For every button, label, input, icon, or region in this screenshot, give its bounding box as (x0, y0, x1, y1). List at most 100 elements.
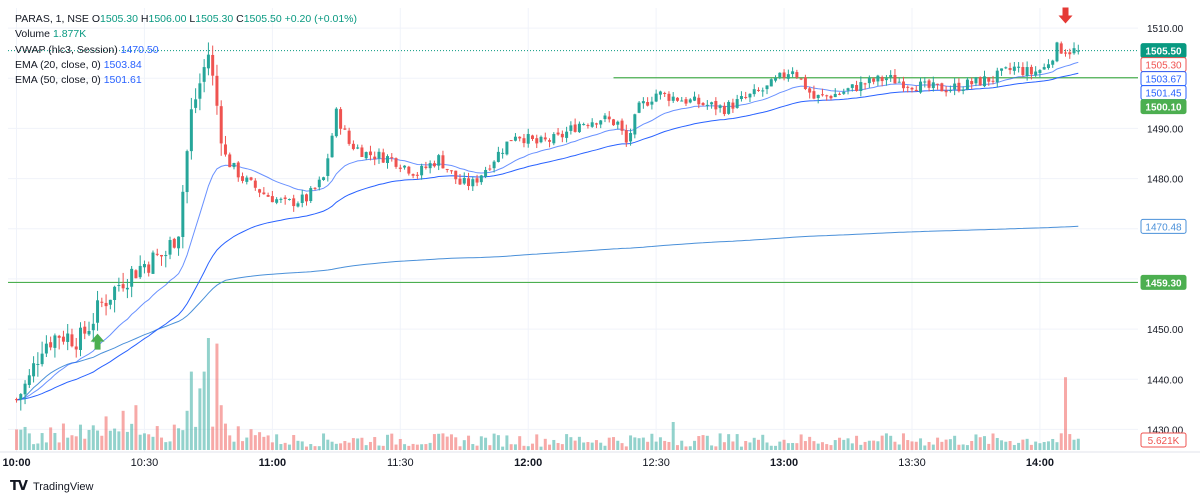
legend-vwap-label: VWAP (hlc3, Session) (15, 43, 118, 56)
volume-bar (957, 444, 961, 450)
volume-bar (799, 434, 803, 450)
candle-body (151, 252, 155, 274)
volume-bar (275, 434, 279, 450)
candle-body (739, 96, 743, 100)
legend-ema20-row[interactable]: EMA (20, close, 0) 1503.84 (15, 58, 357, 73)
x-tick-label: 10:00 (2, 457, 30, 469)
legend-volume-row[interactable]: Volume 1.877K (15, 27, 357, 42)
candle-body (292, 198, 296, 207)
candle-body (181, 191, 185, 237)
candle-body (1055, 42, 1059, 62)
volume-bar (842, 439, 846, 450)
candle-body (791, 71, 795, 75)
candle-body (855, 85, 859, 91)
x-tick-label: 13:00 (770, 457, 798, 469)
volume-bar (108, 430, 112, 450)
candle-body (701, 103, 705, 106)
volume-bar (838, 437, 842, 450)
candle-body (556, 132, 560, 135)
candle-body (539, 136, 543, 143)
candle-body (40, 353, 44, 365)
volume-bar (509, 444, 513, 450)
candle-body (880, 77, 884, 82)
volume-bar (1051, 438, 1055, 450)
volume-bar (1012, 444, 1016, 450)
candle-body (501, 152, 505, 154)
volume-bar (83, 438, 87, 450)
candle-body (300, 194, 304, 203)
volume-bar (936, 437, 940, 450)
volume-bar (147, 434, 151, 450)
candle-body (356, 147, 360, 149)
volume-bar (846, 438, 850, 450)
candle-body (313, 187, 317, 189)
volume-bar (944, 439, 948, 450)
candle-body (765, 85, 769, 90)
candle-body (381, 152, 385, 163)
volume-bar (61, 423, 65, 450)
volume-bar (714, 446, 718, 450)
legend-ema50-row[interactable]: EMA (50, close, 0) 1501.61 (15, 73, 357, 88)
volume-bar (710, 445, 714, 450)
candle-body (658, 91, 662, 95)
volume-label-box (1140, 432, 1187, 448)
volume-bar (978, 437, 982, 450)
legend-open-label: O (91, 13, 101, 25)
volume-bar (970, 440, 974, 450)
candle-body (172, 238, 176, 248)
volume-bar (756, 439, 760, 450)
candle-body (607, 116, 611, 120)
volume-bar (995, 437, 999, 450)
candle-body (275, 199, 279, 203)
tradingview-brand[interactable]: TV TradingView (10, 479, 93, 494)
volume-bar (530, 443, 534, 450)
legend-volume-value: 1.877K (52, 28, 87, 41)
volume-bar (113, 428, 117, 450)
candle-body (317, 179, 321, 188)
volume-bar (765, 442, 769, 450)
candle-body (820, 94, 824, 96)
candle-body (522, 138, 526, 144)
volume-bar (927, 441, 931, 450)
volume-bar (454, 437, 458, 450)
price-label-text: 1505.30 (1145, 61, 1182, 72)
candle-body (78, 327, 82, 350)
candle-body (893, 74, 897, 84)
volume-bar (428, 442, 432, 450)
volume-bar (211, 426, 215, 450)
legend-ema20-value: 1503.84 (103, 58, 142, 71)
volume-bar (718, 433, 722, 450)
candle-body (1017, 66, 1021, 68)
volume-bar (53, 432, 57, 450)
volume-bar (437, 433, 441, 450)
volume-bar (552, 439, 556, 450)
volume-bar (667, 441, 671, 450)
legend-low-label: L (189, 13, 196, 25)
candle-body (407, 166, 411, 174)
candle-body (991, 80, 995, 82)
legend-symbol[interactable]: PARAS, 1, NSE (15, 13, 89, 25)
candle-body (347, 130, 351, 144)
x-tick-label: 12:00 (514, 457, 542, 469)
volume-bar (168, 441, 172, 450)
volume-bar (646, 441, 650, 450)
y-tick-label: 1450.00 (1147, 325, 1184, 336)
candle-body (134, 270, 138, 279)
candle-body (599, 120, 603, 125)
candle-body (437, 155, 441, 166)
legend-vwap-row[interactable]: VWAP (hlc3, Session) 1470.50 (15, 43, 357, 58)
volume-bar (573, 440, 577, 450)
volume-bar (424, 444, 428, 450)
candle-body (57, 335, 61, 338)
volume-bar (27, 433, 31, 450)
volume-bar (548, 444, 552, 450)
legend-ohlc-row: PARAS, 1, NSE O1505.30 H1506.00 L1505.30… (15, 12, 357, 27)
volume-bar (66, 437, 70, 450)
candle-body (219, 106, 223, 144)
volume-bar (518, 436, 522, 450)
candle-body (32, 363, 36, 377)
candle-body (978, 77, 982, 86)
volume-bar (249, 429, 253, 450)
candle-body (582, 124, 586, 126)
